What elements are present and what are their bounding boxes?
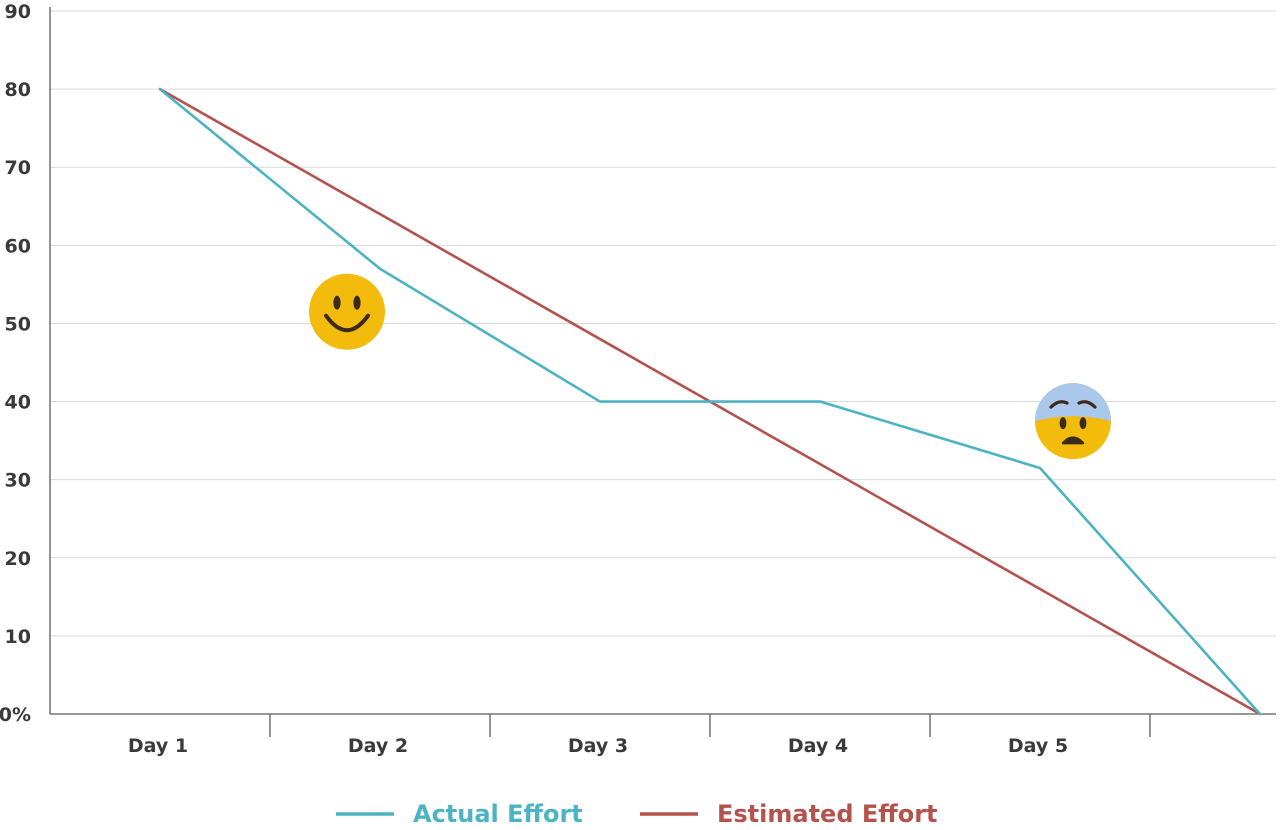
y-tick-label: 60 bbox=[5, 235, 31, 257]
x-tick-label: Day 5 bbox=[1008, 735, 1068, 757]
y-tick-label: 20 bbox=[5, 548, 31, 570]
y-tick-label: 30 bbox=[5, 470, 31, 492]
y-tick-label: 10 bbox=[5, 626, 31, 648]
x-tick-label: Day 2 bbox=[348, 735, 408, 757]
y-tick-label: 40 bbox=[5, 392, 31, 414]
legend-item: Actual Effort bbox=[336, 800, 583, 828]
smiley-face-icon bbox=[309, 273, 385, 350]
y-tick-label: 70 bbox=[5, 157, 31, 179]
y-tick-label: 50 bbox=[5, 313, 31, 335]
x-tick-marks bbox=[269, 714, 1151, 737]
x-tick-label: Day 4 bbox=[788, 735, 848, 757]
legend-item: Estimated Effort bbox=[640, 800, 938, 828]
series-line-actual-effort bbox=[158, 87, 1262, 716]
y-tick-label: 90 bbox=[5, 1, 31, 23]
x-tick-labels: Day 1 Day 2 Day 3 Day 4 Day 5 bbox=[128, 735, 1068, 757]
x-tick-label: Day 3 bbox=[568, 735, 628, 757]
x-tick-label: Day 1 bbox=[128, 735, 188, 757]
legend: Actual Effort Estimated Effort bbox=[336, 800, 938, 828]
legend-label: Estimated Effort bbox=[717, 800, 938, 828]
y-tick-label: 80 bbox=[5, 79, 31, 101]
anxious-face-icon bbox=[1035, 383, 1111, 460]
y-tick-labels: 0% 10 20 30 40 50 60 70 80 90 bbox=[0, 1, 31, 726]
gridlines bbox=[50, 10, 1276, 637]
y-tick-label: 0% bbox=[0, 704, 31, 726]
legend-label: Actual Effort bbox=[413, 800, 583, 828]
